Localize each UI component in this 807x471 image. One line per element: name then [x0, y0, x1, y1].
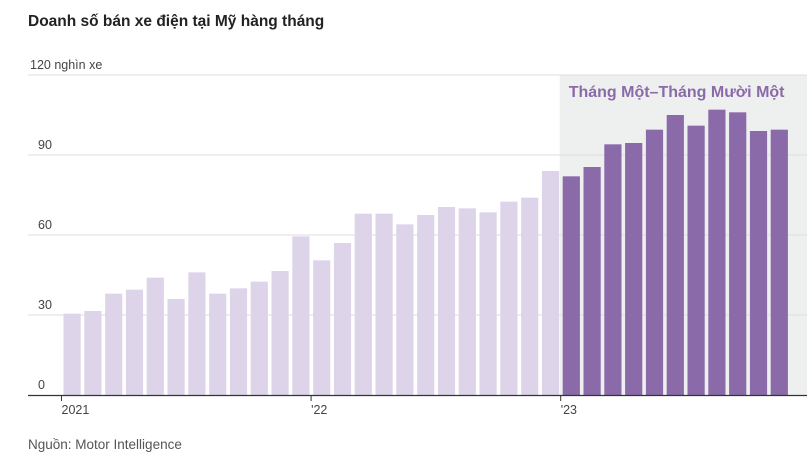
- bar-2022-07: [437, 207, 456, 395]
- bar-2021-11: [271, 271, 289, 395]
- bar-2021-01: [63, 313, 81, 395]
- bar-2021-05: [146, 277, 164, 395]
- bar-2023-01: [562, 176, 580, 395]
- highlight-period-label: Tháng Một–Tháng Mười Một: [569, 84, 785, 101]
- bar-2021-07: [188, 272, 206, 395]
- bar-2022-03: [354, 213, 372, 395]
- bar-2023-11: [770, 129, 788, 395]
- bar-2023-03: [604, 144, 622, 395]
- bar-2022-12: [541, 171, 560, 395]
- bar-2022-05: [396, 224, 414, 395]
- y-tick-label-120: 120 nghìn xe: [30, 58, 102, 72]
- bar-2021-10: [250, 281, 268, 395]
- chart-title: Doanh số bán xe điện tại Mỹ hàng tháng: [28, 13, 325, 30]
- x-tick-label-0: 2021: [62, 403, 90, 417]
- y-tick-label-30: 30: [38, 298, 52, 312]
- y-tick-label-60: 60: [38, 218, 52, 232]
- source-note: Nguồn: Motor Intelligence: [28, 437, 182, 452]
- bar-2023-06: [666, 115, 684, 395]
- bar-2023-09: [729, 112, 747, 395]
- bar-2022-11: [521, 197, 539, 395]
- bar-2021-02: [84, 311, 102, 395]
- y-tick-labels: 0 30 60 90 120 nghìn xe: [30, 58, 102, 392]
- y-tick-label-90: 90: [38, 138, 52, 152]
- bar-2022-10: [500, 201, 518, 395]
- bar-2021-08: [209, 293, 227, 395]
- y-tick-label-0: 0: [38, 378, 45, 392]
- bar-2021-09: [229, 288, 248, 395]
- bar-2021-12: [292, 236, 310, 395]
- bar-2022-04: [375, 213, 393, 395]
- x-ticks: 2021 '22 '23: [61, 395, 577, 417]
- bar-2022-09: [479, 212, 497, 395]
- x-tick-label-24: '23: [561, 403, 577, 417]
- bar-2023-07: [687, 125, 705, 396]
- bar-2023-10: [749, 131, 768, 395]
- bar-2022-08: [458, 208, 476, 395]
- bar-2023-05: [645, 129, 664, 395]
- bar-2023-08: [708, 109, 726, 396]
- bar-2023-02: [583, 167, 601, 395]
- bars: [63, 109, 788, 396]
- bar-2022-06: [417, 215, 435, 395]
- bar-2022-02: [333, 243, 352, 395]
- bar-2021-04: [125, 289, 144, 395]
- bar-2023-04: [625, 143, 643, 395]
- bar-2021-06: [167, 299, 185, 395]
- bar-2022-01: [313, 260, 331, 395]
- bar-2021-03: [105, 293, 123, 395]
- x-tick-label-12: '22: [311, 403, 327, 417]
